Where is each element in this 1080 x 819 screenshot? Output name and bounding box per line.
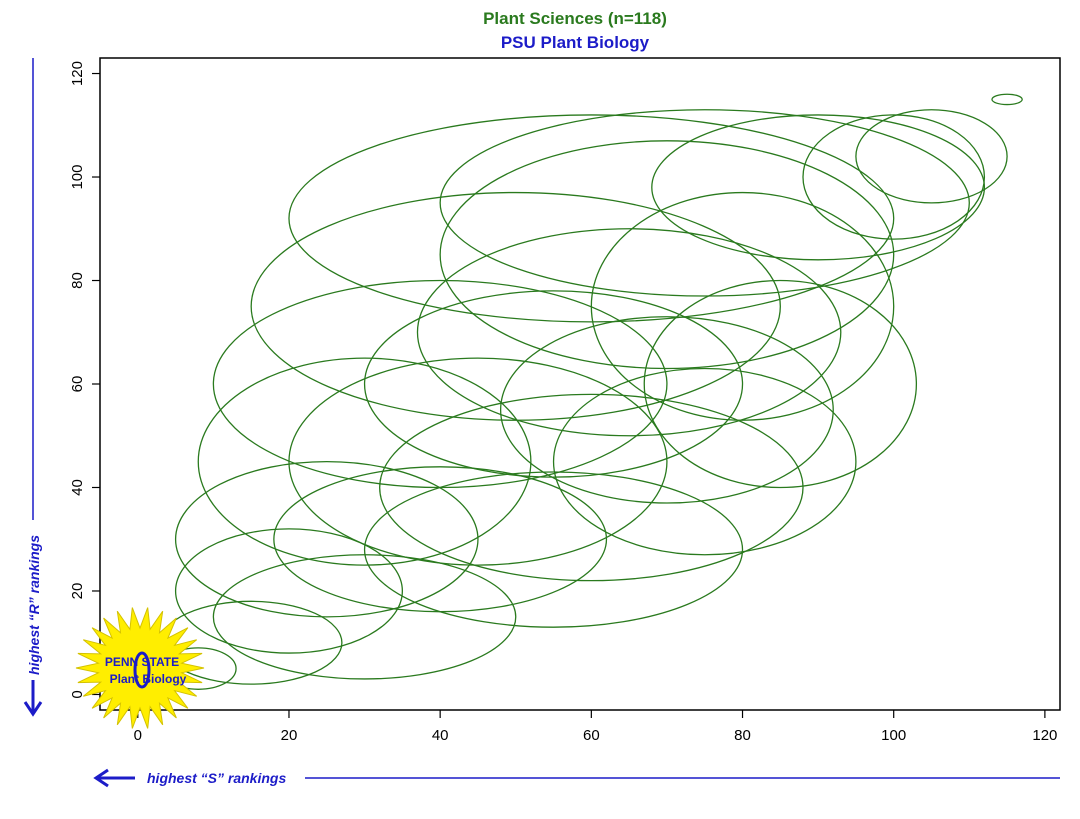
y-tick-label: 120 xyxy=(69,61,86,86)
logo-mark xyxy=(133,651,151,689)
data-ellipse xyxy=(288,114,895,323)
data-ellipse xyxy=(643,279,918,489)
down-arrow-icon xyxy=(23,701,43,717)
y-axis: 0 20 40 60 80 100 120 xyxy=(69,61,100,699)
y-tick-label: 40 xyxy=(69,479,86,496)
x-axis: 0 20 40 60 80 100 120 xyxy=(134,710,1057,744)
x-tick-label: 40 xyxy=(432,727,449,744)
y-tick-label: 60 xyxy=(69,376,86,393)
data-ellipse xyxy=(363,471,744,628)
y-axis-annotation: highest “R” rankings xyxy=(23,58,43,717)
left-arrow-icon xyxy=(93,768,109,788)
y-axis-label: highest “R” rankings xyxy=(26,535,42,675)
y-tick-label: 80 xyxy=(69,272,86,289)
data-ellipse xyxy=(288,357,668,566)
data-ellipse xyxy=(363,290,744,478)
chart-title: Plant Sciences (n=118) xyxy=(483,9,667,28)
x-tick-label: 60 xyxy=(583,727,600,744)
y-tick-label: 20 xyxy=(69,583,86,600)
x-tick-label: 20 xyxy=(281,727,298,744)
penn-state-logo: PENN STATE Plant Biology xyxy=(75,607,205,729)
data-ellipse xyxy=(439,109,970,297)
x-axis-label: highest “S” rankings xyxy=(147,770,286,786)
data-ellipse xyxy=(250,191,781,421)
x-tick-label: 0 xyxy=(134,727,142,744)
data-ellipse xyxy=(212,279,668,489)
logo-line1: PENN STATE xyxy=(105,655,179,669)
data-ellipse xyxy=(499,316,834,504)
data-ellipse xyxy=(379,393,804,582)
data-ellipse xyxy=(651,114,986,261)
y-tick-label: 0 xyxy=(69,690,86,698)
data-ellipse xyxy=(197,357,532,566)
data-ellipse xyxy=(174,528,404,654)
data-ellipse xyxy=(552,367,857,556)
x-tick-label: 100 xyxy=(881,727,906,744)
data-ellipse xyxy=(212,554,517,680)
data-ellipse xyxy=(439,140,895,370)
data-ellipse xyxy=(802,114,986,240)
data-ellipse xyxy=(855,109,1008,204)
data-ellipse xyxy=(416,228,842,437)
ellipse-layer xyxy=(159,93,1023,690)
data-ellipse xyxy=(991,93,1023,106)
data-ellipse xyxy=(174,460,479,618)
x-tick-label: 80 xyxy=(734,727,751,744)
y-tick-label: 100 xyxy=(69,165,86,190)
x-tick-label: 120 xyxy=(1032,727,1057,744)
logo-burst xyxy=(75,607,205,729)
x-axis-annotation: highest “S” rankings xyxy=(93,768,1060,788)
chart-subtitle: PSU Plant Biology xyxy=(501,33,650,52)
